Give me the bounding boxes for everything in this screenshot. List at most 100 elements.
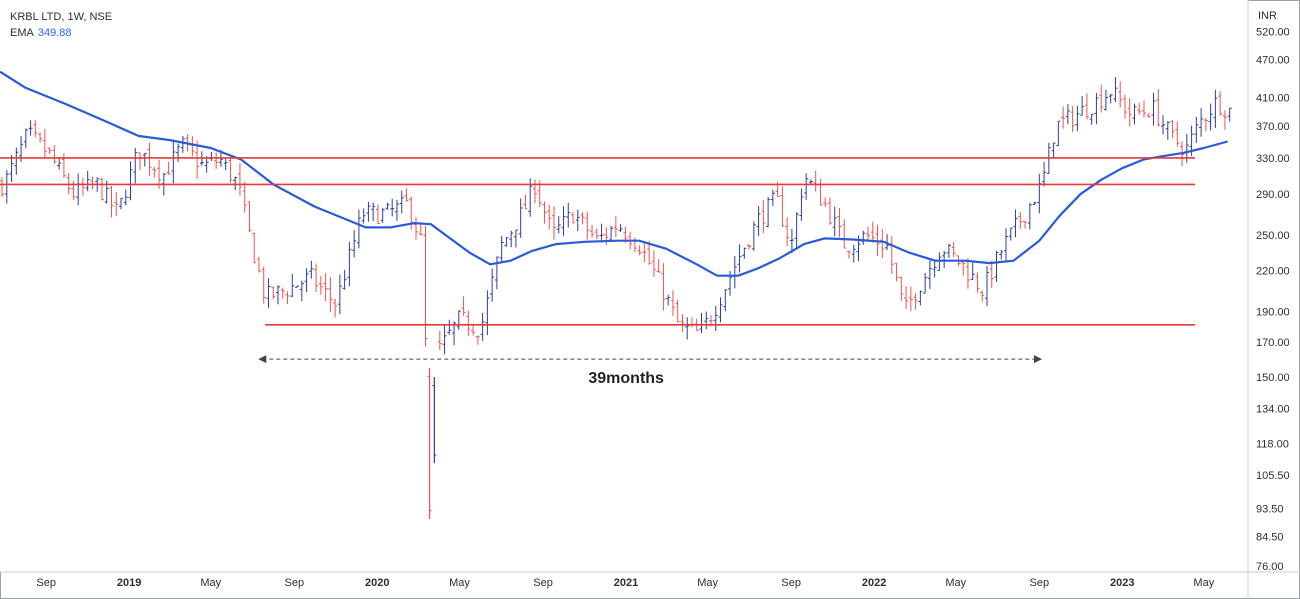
y-tick-label: 470.00	[1256, 55, 1290, 67]
ohlc-bar-down	[195, 140, 200, 180]
ohlc-bar-up	[723, 289, 728, 312]
ohlc-bar-up	[142, 152, 147, 167]
ohlc-bar-up	[509, 230, 514, 248]
ohlc-bar-down	[547, 204, 552, 230]
ohlc-bar-down	[1018, 211, 1023, 229]
ohlc-bar-up	[1013, 209, 1018, 238]
ohlc-bar-down	[323, 273, 328, 302]
ohlc-bar-down	[747, 244, 752, 250]
ohlc-bar-up	[946, 243, 951, 259]
x-tick-label: Sep	[533, 577, 553, 589]
ohlc-bar-up	[1108, 93, 1113, 104]
ohlc-bar-down	[880, 228, 885, 259]
ohlc-bar-up	[804, 173, 809, 200]
ohlc-bar-up	[999, 249, 1004, 260]
x-tick-label: Sep	[781, 577, 801, 589]
ohlc-bar-up	[1075, 105, 1080, 132]
ohlc-bar-up	[342, 269, 347, 290]
ohlc-bar-up	[380, 207, 385, 223]
ohlc-bar-up	[566, 202, 571, 228]
ohlc-bar-down	[99, 177, 104, 201]
ohlc-bar-down	[670, 290, 675, 316]
ohlc-bar-up	[1161, 115, 1166, 135]
ohlc-bar-down	[961, 261, 966, 276]
ohlc-bar-up	[575, 209, 580, 232]
ohlc-bar-down	[237, 162, 242, 196]
ohlc-bar-up	[85, 170, 90, 192]
ohlc-bar-down	[761, 199, 766, 233]
ohlc-bar-down	[594, 228, 599, 240]
ohlc-bar-down	[894, 262, 899, 282]
ohlc-bar-down	[827, 197, 832, 225]
ohlc-bar-up	[556, 216, 561, 234]
ohlc-bar-down	[523, 194, 528, 210]
ohlc-bar-down	[166, 161, 171, 175]
ohlc-bar-down	[846, 250, 851, 259]
ohlc-bar-up	[309, 260, 314, 279]
ohlc-bar-up	[927, 258, 932, 289]
ohlc-bar-up	[361, 208, 366, 224]
ohlc-bar-down	[314, 263, 319, 293]
ohlc-bar-up	[1103, 89, 1108, 111]
ohlc-bar-down	[837, 208, 842, 238]
ohlc-bar-up	[504, 237, 509, 247]
ohlc-bar-up	[456, 310, 461, 331]
y-tick-label: 118.00	[1256, 439, 1289, 451]
ohlc-bar-up	[1227, 107, 1232, 122]
ohlc-bar-up	[133, 147, 138, 184]
x-tick-label: May	[697, 577, 718, 589]
ohlc-bar-down	[908, 286, 913, 312]
ohlc-bar-down	[47, 147, 52, 154]
ohlc-bar-down	[1137, 102, 1142, 115]
x-tick-label: 2022	[862, 577, 886, 589]
ohlc-bar-down	[256, 256, 261, 273]
ohlc-bar-down	[147, 142, 152, 176]
ohlc-bar-up	[561, 206, 566, 237]
ohlc-bar-down	[780, 186, 785, 227]
symbol-line: KRBL LTD, 1W, NSE	[10, 11, 113, 23]
ohlc-bar-up	[4, 170, 9, 204]
ohlc-bar-up	[14, 147, 19, 175]
ohlc-bar-up	[713, 305, 718, 332]
ohlc-bar-down	[965, 258, 970, 289]
ohlc-bar-up	[1113, 77, 1118, 103]
ohlc-bar-up	[794, 212, 799, 250]
ohlc-bar-up	[1194, 116, 1199, 143]
ohlc-bar-down	[823, 197, 828, 207]
x-tick-label: Sep	[36, 577, 56, 589]
currency-label: INR	[1258, 10, 1277, 22]
y-tick-label: 520.00	[1256, 27, 1290, 39]
ohlc-bar-up	[1004, 228, 1009, 262]
ohlc-bar-up	[918, 290, 923, 306]
ohlc-bar-up	[923, 272, 928, 294]
ohlc-bar-down	[1084, 93, 1089, 120]
ohlc-bar-down	[271, 286, 276, 300]
ohlc-bar-down	[261, 266, 266, 304]
ohlc-bars	[0, 77, 1232, 520]
y-tick-label: 76.00	[1256, 561, 1284, 573]
ohlc-bar-up	[447, 319, 452, 335]
ohlc-bar-up	[851, 244, 856, 263]
ohlc-bar-up	[942, 250, 947, 269]
ohlc-bar-down	[980, 290, 985, 302]
ohlc-bar-up	[304, 268, 309, 293]
ohlc-bar-down	[604, 227, 609, 246]
ohlc-bar-down	[651, 250, 656, 278]
ohlc-bar-down	[1218, 91, 1223, 116]
ohlc-bar-up	[23, 128, 28, 149]
ohlc-bar-up	[1132, 103, 1137, 125]
ohlc-bar-up	[1032, 201, 1037, 206]
y-tick-label: 190.00	[1256, 306, 1290, 318]
x-tick-label: 2020	[365, 577, 389, 589]
horizontal-levels	[0, 157, 1195, 326]
ohlc-bar-down	[675, 299, 680, 323]
ohlc-bar-up	[970, 262, 975, 281]
ohlc-bar-down	[661, 263, 666, 311]
x-tick-label: May	[200, 577, 221, 589]
x-tick-label: Sep	[1030, 577, 1050, 589]
ohlc-bar-down	[114, 191, 119, 216]
ohlc-bar-up	[513, 229, 518, 248]
ohlc-bar-up	[499, 235, 504, 263]
